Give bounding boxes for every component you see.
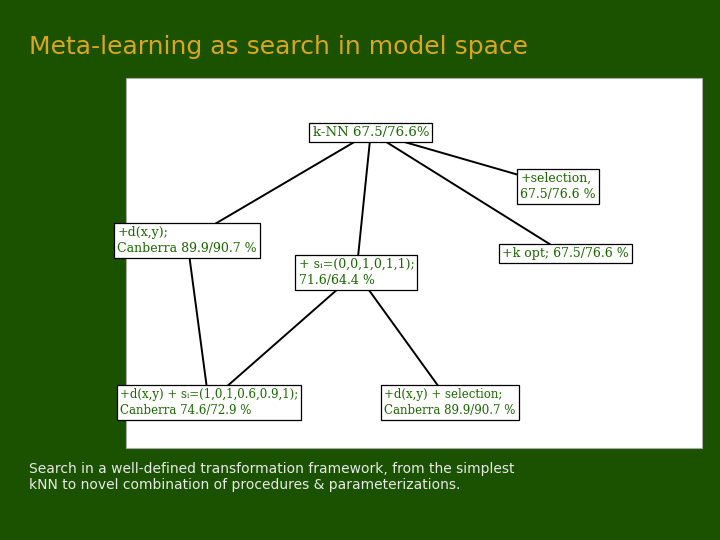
Text: +d(x,y) + selection;
Canberra 89.9/90.7 %: +d(x,y) + selection; Canberra 89.9/90.7 … [384,388,516,417]
Text: k-NN 67.5/76.6%: k-NN 67.5/76.6% [312,126,429,139]
Text: Meta-learning as search in model space: Meta-learning as search in model space [29,35,528,59]
Text: +d(x,y) + sᵢ=(1,0,1,0.6,0.9,1);
Canberra 74.6/72.9 %: +d(x,y) + sᵢ=(1,0,1,0.6,0.9,1); Canberra… [120,388,298,417]
Text: + sᵢ=(0,0,1,0,1,1);
71.6/64.4 %: + sᵢ=(0,0,1,0,1,1); 71.6/64.4 % [299,258,414,287]
FancyBboxPatch shape [126,78,702,448]
Text: Search in a well-defined transformation framework, from the simplest
kNN to nove: Search in a well-defined transformation … [29,462,514,492]
Text: +k opt; 67.5/76.6 %: +k opt; 67.5/76.6 % [502,247,629,260]
Text: +selection,
67.5/76.6 %: +selection, 67.5/76.6 % [520,172,596,201]
Text: +d(x,y);
Canberra 89.9/90.7 %: +d(x,y); Canberra 89.9/90.7 % [117,226,257,255]
